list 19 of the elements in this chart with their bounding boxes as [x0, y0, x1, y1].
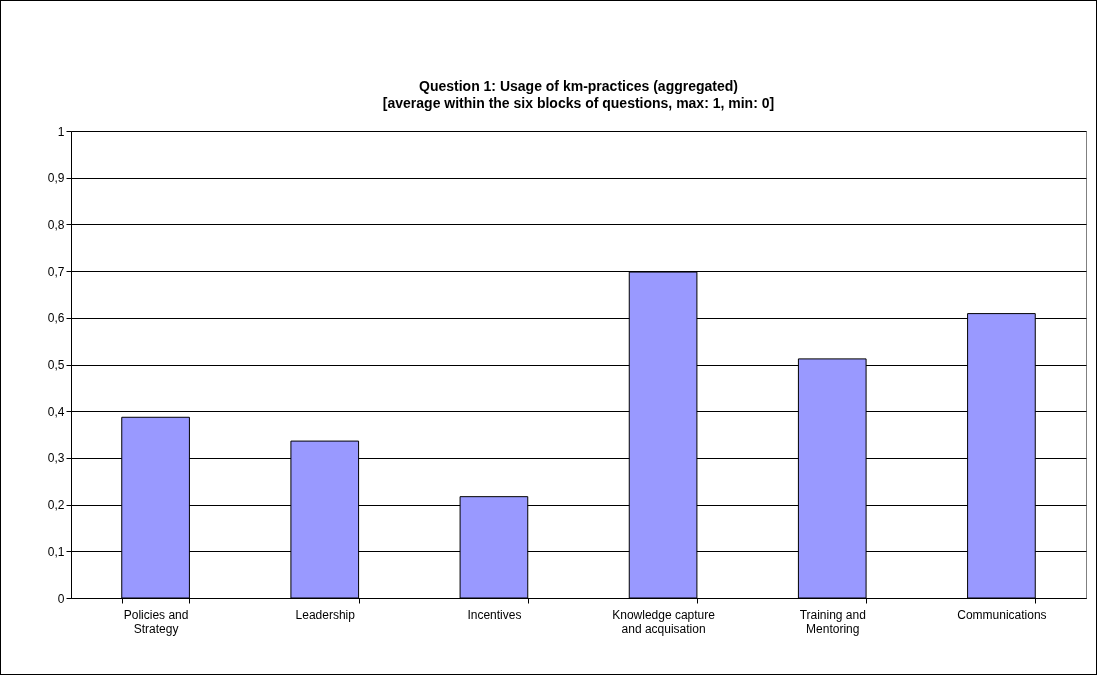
y-tick-label: 0,2 — [47, 498, 65, 513]
y-tick-label: 0,6 — [47, 311, 65, 326]
x-tick-label: Knowledge capture and acquisation — [612, 607, 716, 636]
chart-title: Question 1: Usage of km-practices (aggregated) — [419, 78, 738, 94]
x-tick-label: Communications — [957, 607, 1047, 622]
x-tick-label: Policies and Strategy — [123, 607, 189, 636]
x-tick-label: Incentives — [467, 607, 522, 622]
y-tick-label: 1 — [57, 124, 65, 139]
x-tick-label: Training and Mentoring — [799, 607, 866, 636]
chart-subtitle: [average within the six blocks of questions, max: 1, min: 0] — [382, 95, 775, 111]
y-tick-label: 0,9 — [47, 171, 65, 186]
y-tick-label: 0,3 — [47, 451, 65, 466]
y-tick-label: 0 — [57, 591, 65, 606]
y-tick-label: 0,1 — [47, 544, 65, 559]
y-tick-label: 0,8 — [47, 217, 65, 232]
y-tick-label: 0,4 — [47, 404, 65, 419]
x-tick-label: Leadership — [295, 607, 356, 622]
y-tick-label: 0,7 — [47, 264, 65, 279]
y-tick-label: 0,5 — [47, 358, 65, 372]
